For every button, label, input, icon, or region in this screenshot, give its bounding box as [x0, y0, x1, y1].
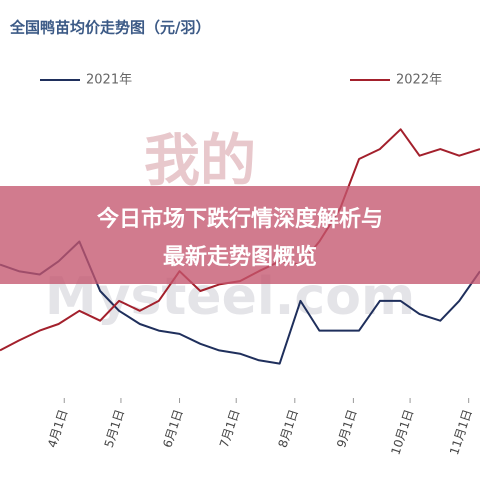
watermark: 我的 — [144, 129, 256, 194]
legend-label: 2021年 — [86, 73, 132, 88]
banner — [0, 186, 480, 284]
banner-text: 最新走势图概览 — [163, 244, 317, 270]
legend-label: 2022年 — [396, 73, 442, 88]
banner-text: 今日市场下跌行情深度解析与 — [97, 206, 383, 232]
chart-title: 全国鸭苗均价走势图（元/羽） — [9, 19, 210, 37]
